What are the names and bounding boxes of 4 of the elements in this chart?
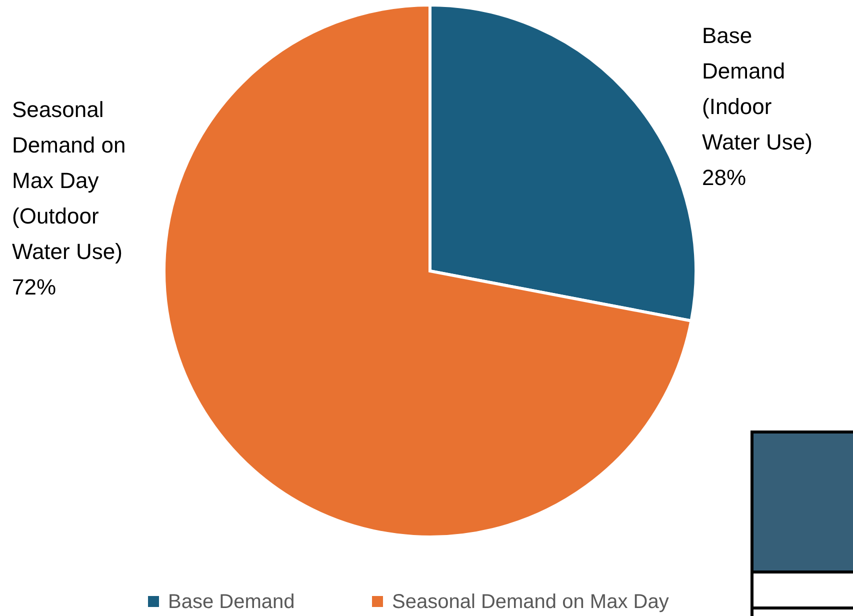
data-label: Seasonal Demand on Max Day (Outdoor Water Use) 72% <box>12 97 126 300</box>
legend-label: Base Demand <box>168 591 295 613</box>
legend-label: Seasonal Demand on Max Day <box>392 591 669 613</box>
data-label: Base Demand (Indoor Water Use) 28% <box>702 23 812 190</box>
